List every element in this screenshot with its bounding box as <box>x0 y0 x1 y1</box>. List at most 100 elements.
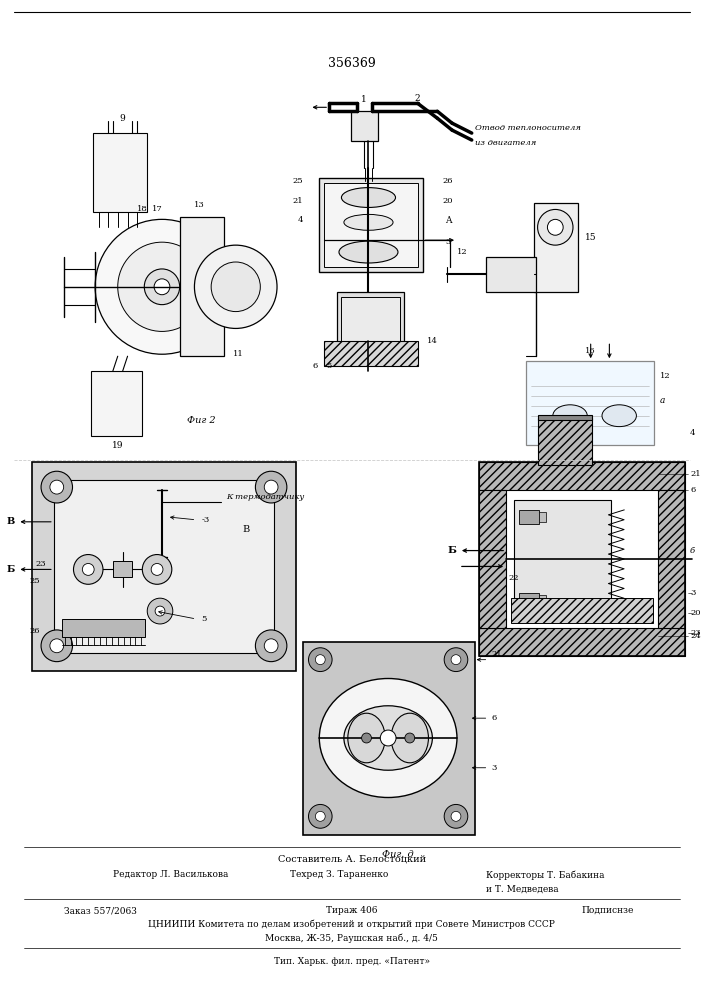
Bar <box>325 183 418 267</box>
Bar <box>33 462 296 671</box>
Text: К термодатчику: К термодатчику <box>226 493 304 501</box>
Text: 3: 3 <box>445 238 450 246</box>
Ellipse shape <box>348 713 385 763</box>
Bar <box>303 642 474 835</box>
Circle shape <box>82 563 94 575</box>
Circle shape <box>315 811 325 821</box>
Text: 20: 20 <box>690 609 701 617</box>
Text: 15: 15 <box>585 233 597 242</box>
Bar <box>539 512 547 522</box>
Circle shape <box>41 471 73 503</box>
Circle shape <box>194 245 277 328</box>
Circle shape <box>308 804 332 828</box>
Circle shape <box>118 242 206 331</box>
Text: 6: 6 <box>312 362 317 370</box>
Bar <box>519 593 539 607</box>
Ellipse shape <box>553 405 588 427</box>
Bar <box>539 595 547 605</box>
Text: из двигателя: из двигателя <box>474 139 536 147</box>
Text: 17: 17 <box>152 205 163 213</box>
Text: 21: 21 <box>491 650 502 658</box>
Ellipse shape <box>391 713 428 763</box>
Bar <box>62 619 145 637</box>
Ellipse shape <box>341 188 395 207</box>
Circle shape <box>74 555 103 584</box>
Circle shape <box>211 262 260 312</box>
Text: A: A <box>445 216 452 225</box>
Text: 3: 3 <box>491 764 497 772</box>
Bar <box>526 361 653 445</box>
Circle shape <box>361 733 371 743</box>
Text: 356369: 356369 <box>328 57 375 70</box>
Text: 6: 6 <box>491 714 496 722</box>
Bar <box>486 257 536 292</box>
Text: Корректоры Т. Бабакина: Корректоры Т. Бабакина <box>486 870 605 880</box>
Text: 19: 19 <box>112 441 124 450</box>
Bar <box>537 418 592 465</box>
Text: 23: 23 <box>690 629 701 637</box>
Text: и Т. Медведева: и Т. Медведева <box>486 884 559 893</box>
Text: Б: Б <box>6 565 15 574</box>
Text: -3: -3 <box>201 516 209 524</box>
Circle shape <box>255 471 287 503</box>
Circle shape <box>142 555 172 584</box>
Text: 9: 9 <box>119 114 126 123</box>
Text: 23: 23 <box>35 560 46 568</box>
Text: Подписнзе: Подписнзе <box>582 906 634 915</box>
Text: б: б <box>690 547 695 555</box>
Text: 26: 26 <box>30 627 40 635</box>
Text: Редактор Л. Василькова: Редактор Л. Василькова <box>113 870 228 879</box>
Bar <box>337 292 404 346</box>
Ellipse shape <box>339 241 398 263</box>
Circle shape <box>50 639 64 653</box>
Circle shape <box>255 630 287 662</box>
Text: а: а <box>660 396 665 405</box>
Text: 14: 14 <box>428 337 438 345</box>
Text: 20: 20 <box>442 197 452 205</box>
Circle shape <box>308 648 332 672</box>
Text: Фиг. д: Фиг. д <box>382 850 414 859</box>
Text: 13: 13 <box>194 201 205 209</box>
Bar <box>341 297 400 341</box>
Circle shape <box>154 279 170 295</box>
Text: 26: 26 <box>442 177 452 185</box>
Text: Техред З. Тараненко: Техред З. Тараненко <box>290 870 388 879</box>
Text: 12: 12 <box>457 248 467 256</box>
Bar <box>351 111 378 141</box>
Text: 25: 25 <box>293 177 303 185</box>
Bar <box>180 217 224 356</box>
Text: 18: 18 <box>137 205 148 213</box>
Text: 5: 5 <box>327 362 332 370</box>
Text: 16: 16 <box>585 347 596 355</box>
Ellipse shape <box>602 405 636 427</box>
Circle shape <box>451 811 461 821</box>
Text: 2: 2 <box>415 94 421 103</box>
Text: 12: 12 <box>660 372 670 380</box>
Bar <box>479 462 685 656</box>
Bar <box>479 628 685 656</box>
Text: 25: 25 <box>30 577 40 585</box>
Bar <box>519 510 539 524</box>
Text: Отвод теплоносителя: Отвод теплоносителя <box>474 124 580 132</box>
Bar <box>534 202 578 292</box>
Text: 4: 4 <box>298 216 303 224</box>
Circle shape <box>264 639 278 653</box>
Bar <box>113 561 132 577</box>
Circle shape <box>155 606 165 616</box>
Text: Тираж 406: Тираж 406 <box>326 906 378 915</box>
Bar <box>93 133 147 212</box>
Text: 24: 24 <box>690 632 701 640</box>
Text: Тип. Харьк. фил. пред. «Патент»: Тип. Харьк. фил. пред. «Патент» <box>274 957 430 966</box>
Text: 22: 22 <box>508 574 519 582</box>
Circle shape <box>451 655 461 665</box>
Bar <box>91 371 142 436</box>
Text: Б: Б <box>448 546 457 555</box>
Text: 11: 11 <box>233 350 244 358</box>
Text: 21: 21 <box>690 470 701 478</box>
Circle shape <box>380 730 396 746</box>
Circle shape <box>144 269 180 305</box>
Circle shape <box>444 648 468 672</box>
Text: В: В <box>6 517 15 526</box>
Circle shape <box>95 219 229 354</box>
Circle shape <box>405 733 415 743</box>
